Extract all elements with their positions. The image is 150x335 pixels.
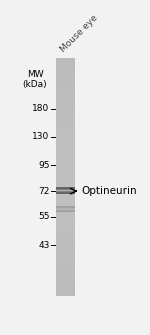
Text: 180: 180 [32, 104, 50, 113]
Text: 130: 130 [32, 132, 50, 141]
Bar [56, 58, 74, 295]
Text: 72: 72 [38, 187, 50, 196]
Text: 95: 95 [38, 161, 50, 170]
Text: Optineurin: Optineurin [82, 186, 137, 196]
Text: 43: 43 [38, 241, 50, 250]
Text: Mouse eye: Mouse eye [58, 13, 99, 54]
Text: 55: 55 [38, 212, 50, 221]
Text: MW
(kDa): MW (kDa) [23, 70, 47, 89]
